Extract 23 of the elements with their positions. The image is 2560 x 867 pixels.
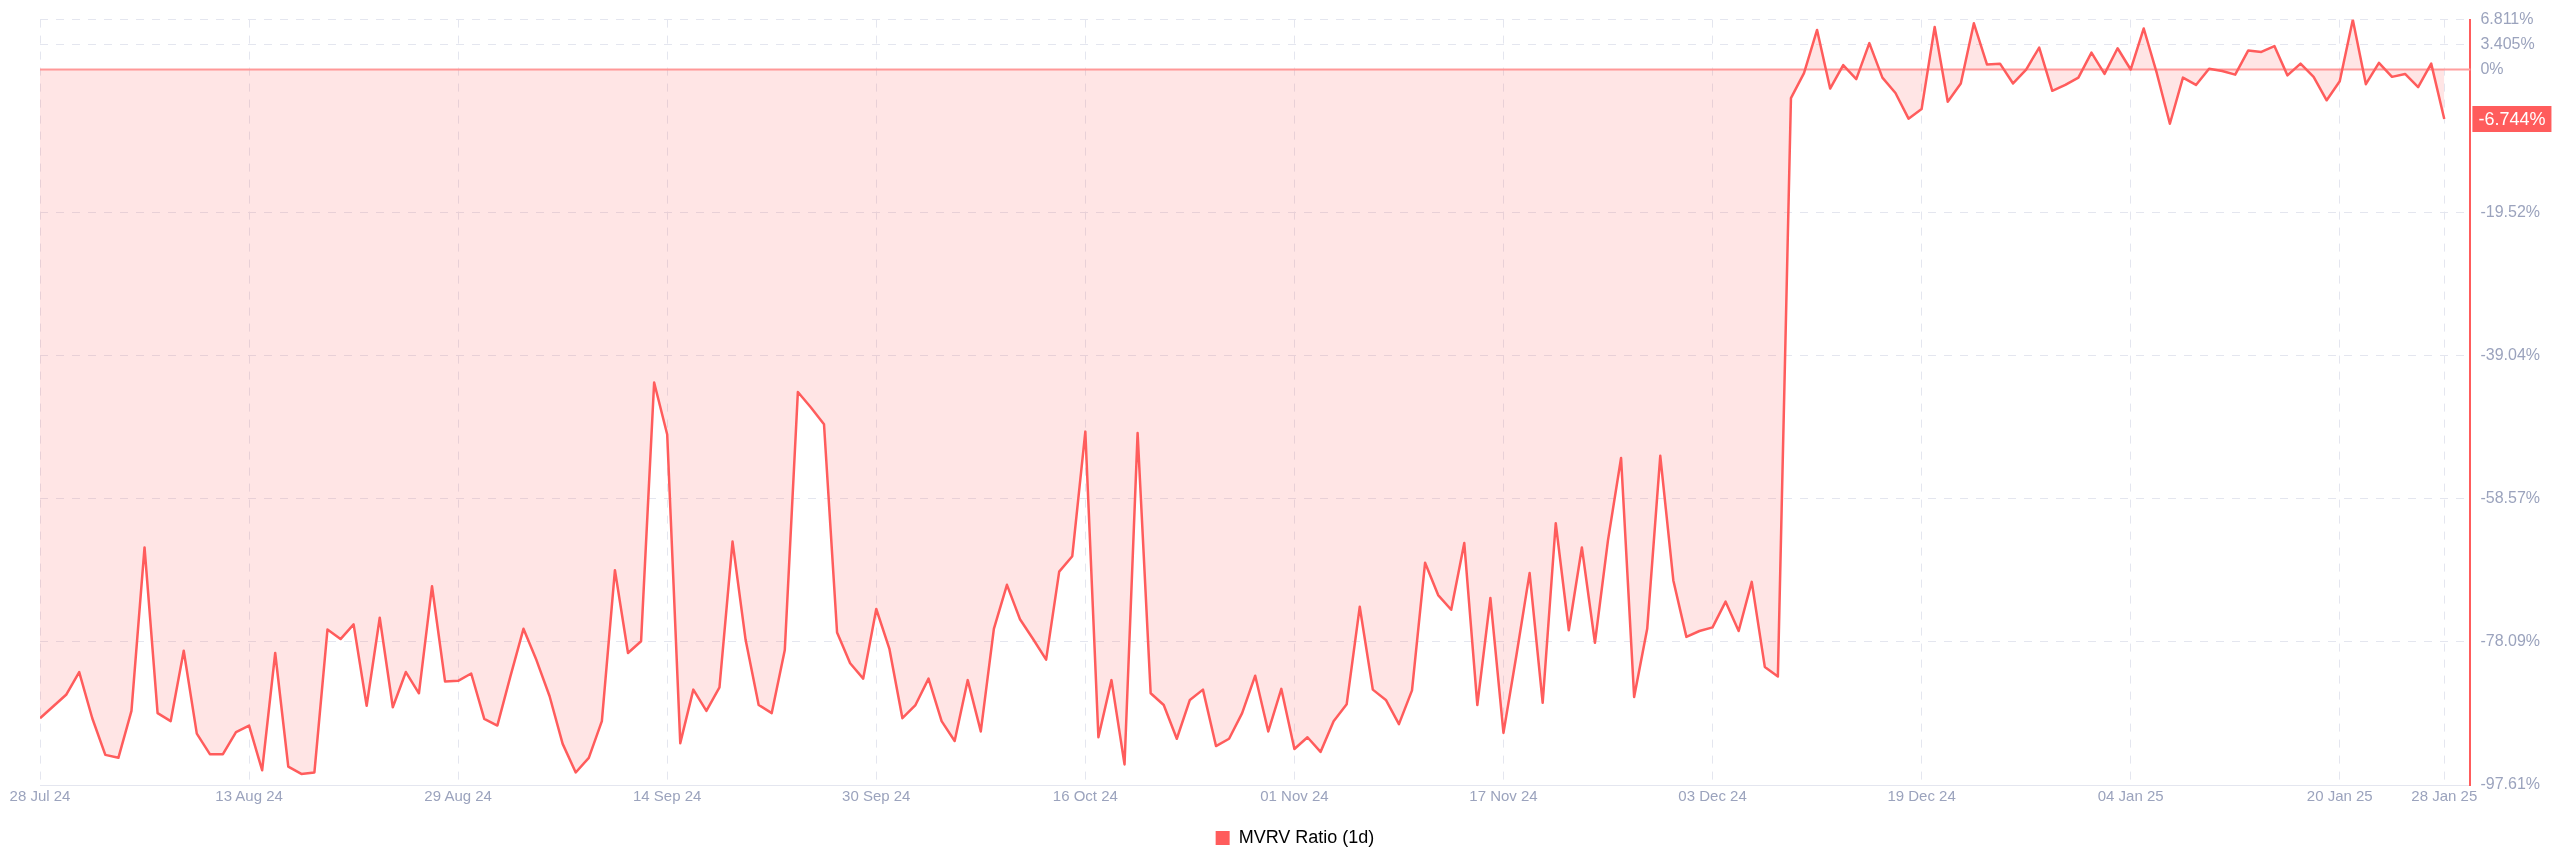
annotation: -6.744% [2478, 108, 2546, 129]
y-tick-label: -19.52% [2480, 203, 2540, 221]
x-tick-label: 14 Sep 24 [633, 787, 702, 805]
x-tick-label: 16 Oct 24 [1052, 787, 1118, 805]
x-tick-label: 03 Dec 24 [1678, 787, 1747, 805]
x-tick-label: 01 Nov 24 [1260, 787, 1329, 805]
x-tick-label: 04 Jan 25 [2097, 787, 2164, 805]
x-tick-label: 30 Sep 24 [842, 787, 911, 805]
y-tick-label: -39.04% [2480, 346, 2540, 364]
y-tick-label: 0% [2480, 59, 2504, 77]
legend-label: MVRV Ratio (1d) [1238, 826, 1375, 847]
y-tick-label: -78.09% [2480, 632, 2540, 650]
x-tick-label: 17 Nov 24 [1469, 787, 1538, 805]
x-tick-label: 20 Jan 25 [2306, 787, 2373, 805]
x-tick-label: 13 Aug 24 [215, 787, 283, 805]
x-tick-label: 28 Jul 24 [9, 787, 71, 805]
x-tick-label: 28 Jan 25 [2411, 787, 2478, 805]
y-tick-label: -97.61% [2480, 775, 2540, 793]
y-tick-label: -58.57% [2480, 489, 2540, 507]
x-tick-label: 19 Dec 24 [1887, 787, 1956, 805]
y-tick-label: 3.405% [2480, 34, 2535, 52]
x-tick-label: 29 Aug 24 [424, 787, 492, 805]
y-tick-label: 6.811% [2480, 10, 2534, 28]
